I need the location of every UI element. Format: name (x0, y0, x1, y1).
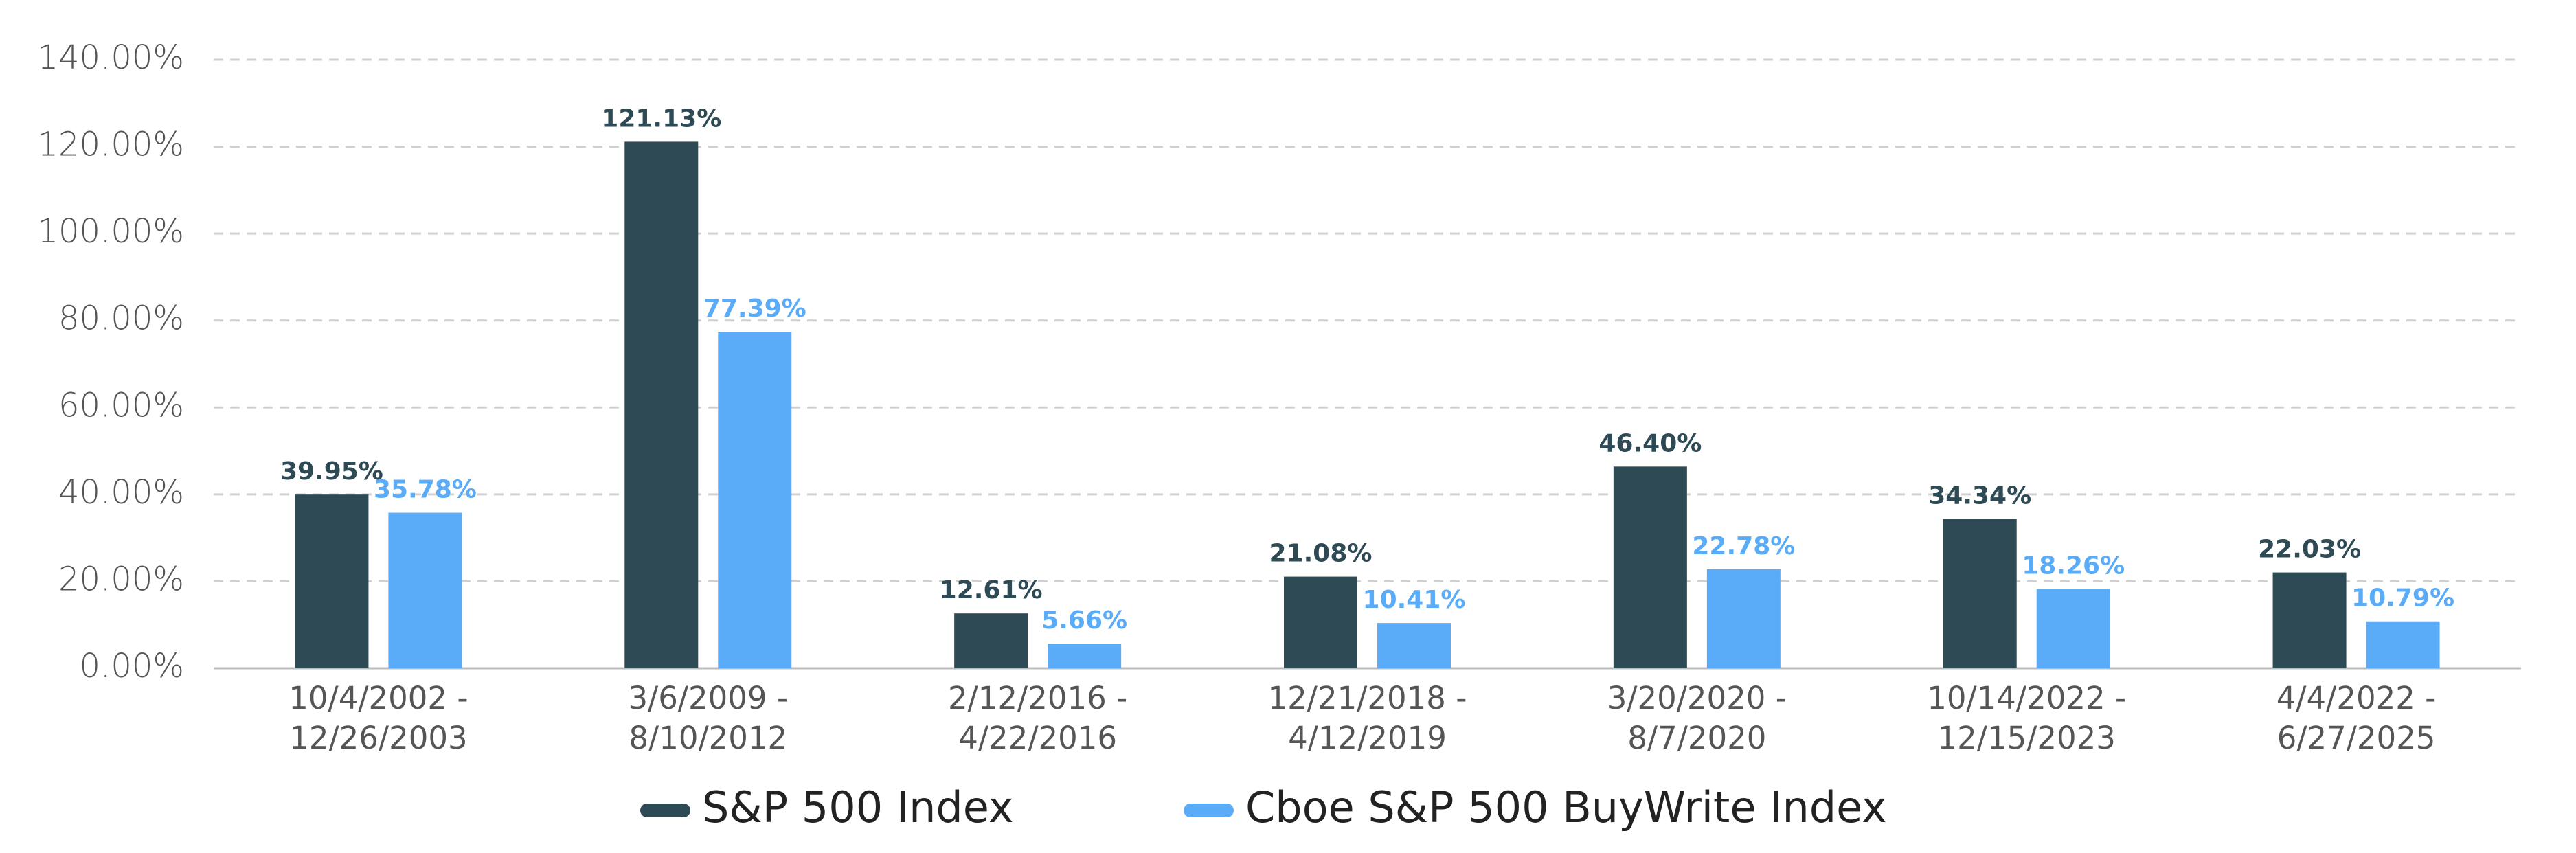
y-tick-label: 0.00% (80, 647, 184, 685)
x-tick-label: 2/12/2016 - (948, 680, 1127, 716)
bar (954, 613, 1028, 668)
value-label: 39.95% (280, 457, 383, 486)
bar (1706, 569, 1781, 668)
x-tick-label: 6/27/2025 (2277, 720, 2436, 756)
y-tick-label: 40.00% (58, 473, 184, 512)
bar (388, 512, 462, 668)
value-label: 22.03% (2258, 536, 2361, 564)
legend-label: Cboe S&P 500 BuyWrite Index (1245, 782, 1887, 832)
x-tick-label: 10/14/2022 - (1927, 680, 2126, 716)
legend-label: S&P 500 Index (702, 782, 1014, 832)
value-label: 34.34% (1928, 482, 2031, 510)
value-label: 77.39% (703, 295, 806, 323)
y-tick-label: 60.00% (58, 386, 184, 424)
y-tick-label: 20.00% (58, 560, 184, 598)
x-tick-label: 12/26/2003 (289, 720, 467, 756)
x-tick-label: 3/20/2020 - (1607, 680, 1787, 716)
bar (624, 141, 699, 668)
x-tick-label: 4/12/2019 (1288, 720, 1447, 756)
value-label: 35.78% (374, 476, 477, 504)
y-tick-label: 80.00% (58, 299, 184, 338)
bar (2036, 589, 2110, 668)
bar (2366, 621, 2440, 668)
value-label: 121.13% (601, 104, 721, 133)
bar (2272, 572, 2347, 668)
bar (718, 332, 792, 668)
x-tick-label: 12/15/2023 (1938, 720, 2116, 756)
y-tick-label: 100.00% (37, 212, 184, 251)
bar (1377, 623, 1451, 668)
x-tick-label: 8/10/2012 (629, 720, 787, 756)
x-tick-label: 4/22/2016 (958, 720, 1117, 756)
value-label: 46.40% (1598, 429, 1702, 457)
y-tick-label: 120.00% (37, 126, 184, 164)
bar (295, 494, 369, 668)
value-label: 10.41% (1363, 586, 1466, 614)
value-label: 22.78% (1692, 532, 1795, 560)
x-tick-label: 8/7/2020 (1627, 720, 1766, 756)
bar (1613, 466, 1687, 668)
value-label: 5.66% (1041, 606, 1127, 635)
value-label: 21.08% (1269, 540, 1372, 568)
x-tick-label: 10/4/2002 - (289, 680, 468, 716)
x-tick-label: 4/4/2022 - (2276, 680, 2437, 716)
y-tick-label: 140.00% (37, 38, 184, 77)
bar (1284, 576, 1357, 668)
x-tick-label: 3/6/2009 - (628, 680, 788, 716)
value-label: 18.26% (2022, 551, 2125, 580)
value-label: 12.61% (940, 576, 1043, 604)
x-tick-label: 12/21/2018 - (1268, 680, 1467, 716)
bar (1048, 644, 1122, 668)
value-label: 10.79% (2351, 584, 2454, 613)
bar (1943, 519, 2017, 668)
